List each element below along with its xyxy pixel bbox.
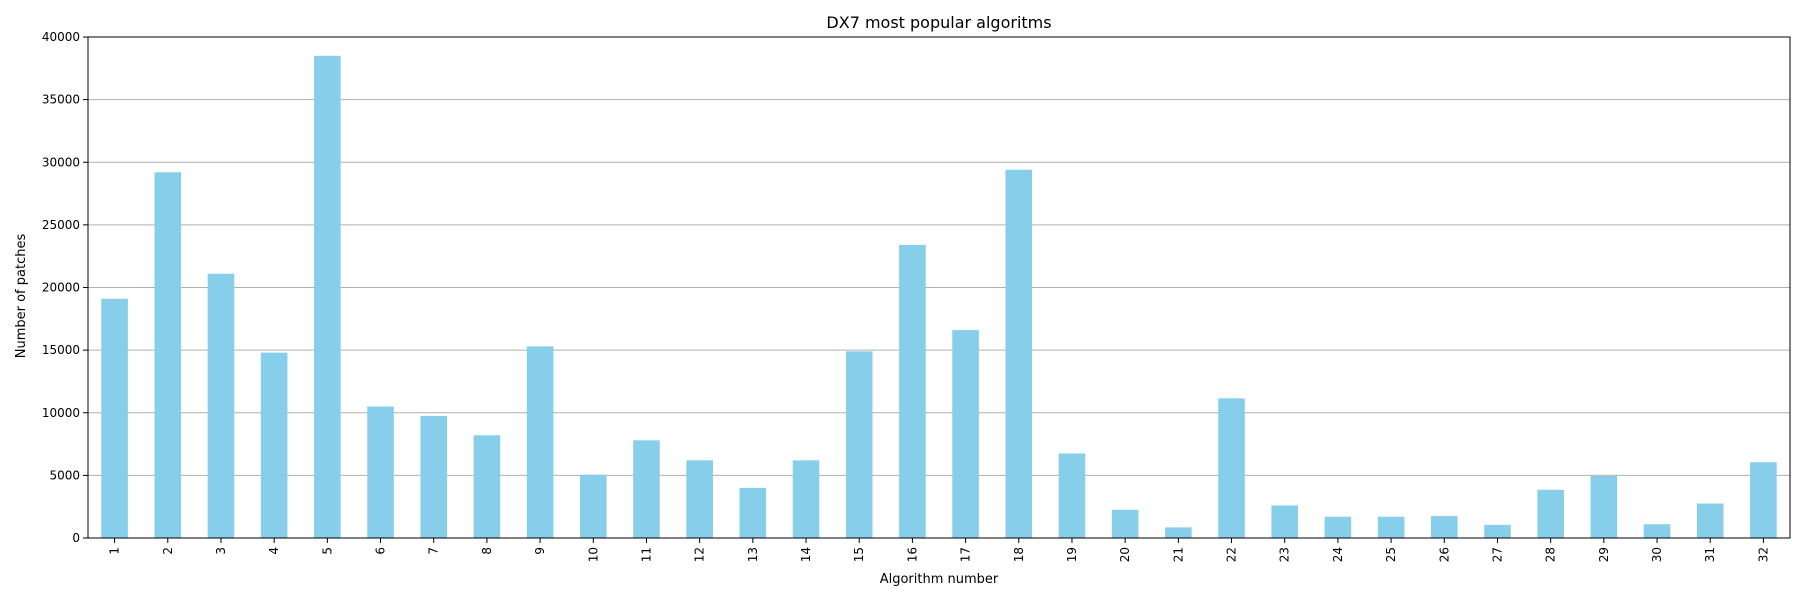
bar xyxy=(845,351,873,538)
bar xyxy=(1005,169,1033,538)
bar xyxy=(686,460,713,538)
y-tick-label: 40000 xyxy=(42,30,80,44)
x-axis-label: Algorithm number xyxy=(880,572,999,587)
x-tick-label: 5 xyxy=(320,547,334,555)
bar xyxy=(1324,516,1352,538)
x-tick-label: 27 xyxy=(1490,547,1504,562)
y-tick-label: 35000 xyxy=(42,93,80,107)
x-tick-label: 16 xyxy=(905,547,919,562)
x-tick-label: 31 xyxy=(1703,547,1717,562)
y-tick-label: 5000 xyxy=(49,468,80,482)
x-tick-label: 9 xyxy=(533,547,547,555)
chart-title: DX7 most popular algoritms xyxy=(826,13,1051,32)
bar xyxy=(314,55,341,538)
bar xyxy=(473,435,501,538)
bar xyxy=(792,460,820,538)
x-tick-label: 18 xyxy=(1012,547,1026,562)
x-tick-label: 1 xyxy=(108,547,122,555)
bar xyxy=(367,406,394,538)
x-tick-label: 14 xyxy=(799,547,813,562)
x-tick-label: 17 xyxy=(959,547,973,562)
x-tick-label: 19 xyxy=(1065,547,1079,562)
y-axis-label: Number of patches xyxy=(14,234,29,359)
x-tick-label: 20 xyxy=(1118,547,1132,562)
x-tick-label: 25 xyxy=(1384,547,1398,562)
y-tick-label: 10000 xyxy=(42,406,80,420)
x-tick-label: 3 xyxy=(214,547,228,555)
bar xyxy=(1058,453,1086,538)
bar xyxy=(101,298,128,538)
bar xyxy=(739,487,767,538)
bar xyxy=(1271,505,1299,538)
bar xyxy=(1430,516,1458,538)
x-tick-label: 29 xyxy=(1597,547,1611,562)
x-tick-label: 2 xyxy=(161,547,175,555)
x-tick-label: 12 xyxy=(693,547,707,562)
x-tick-label: 10 xyxy=(586,547,600,562)
bar xyxy=(1484,524,1511,538)
x-tick-label: 21 xyxy=(1171,547,1185,562)
bar xyxy=(1111,509,1139,538)
bar xyxy=(579,474,607,538)
bar xyxy=(1165,527,1192,538)
x-tick-label: 8 xyxy=(480,547,494,555)
y-tick-label: 30000 xyxy=(42,155,80,169)
bar xyxy=(952,330,979,538)
bar xyxy=(526,346,554,538)
x-tick-label: 4 xyxy=(267,547,281,555)
bar xyxy=(1750,462,1777,538)
y-tick-label: 0 xyxy=(72,531,80,545)
bar xyxy=(1590,476,1618,538)
y-axis: 0 5000 10000 15000 20000 25000 30000 35000 40000 xyxy=(42,30,88,545)
bar xyxy=(1377,516,1405,538)
bar xyxy=(899,244,926,539)
x-tick-label: 32 xyxy=(1756,547,1770,562)
bar xyxy=(154,172,182,538)
x-tick-label: 11 xyxy=(639,547,653,562)
bar xyxy=(420,415,448,538)
x-tick-label: 7 xyxy=(427,547,441,555)
y-tick-label: 20000 xyxy=(42,281,80,295)
y-tick-label: 15000 xyxy=(42,343,80,357)
bar xyxy=(260,352,288,538)
bar xyxy=(207,273,235,538)
x-tick-label: 26 xyxy=(1437,547,1451,562)
x-tick-label: 22 xyxy=(1225,547,1239,562)
gridlines xyxy=(88,36,1790,539)
x-axis: 1 2 3 4 5 6 7 8 9 10 11 12 13 14 15 16 17 18 19 20 21 22 23 24 2… xyxy=(108,538,1770,562)
x-tick-label: 6 xyxy=(374,547,388,555)
y-tick-label: 25000 xyxy=(42,218,80,232)
bar xyxy=(1696,503,1724,538)
x-tick-label: 13 xyxy=(746,547,760,562)
x-tick-label: 30 xyxy=(1650,547,1664,562)
bar xyxy=(1643,524,1671,538)
x-tick-label: 28 xyxy=(1544,547,1558,562)
bar xyxy=(633,440,660,538)
bar xyxy=(1218,398,1245,538)
bars xyxy=(101,55,1777,539)
x-tick-label: 23 xyxy=(1278,547,1292,562)
x-tick-label: 24 xyxy=(1331,547,1345,562)
x-tick-label: 15 xyxy=(852,547,866,562)
bar xyxy=(1537,489,1564,538)
